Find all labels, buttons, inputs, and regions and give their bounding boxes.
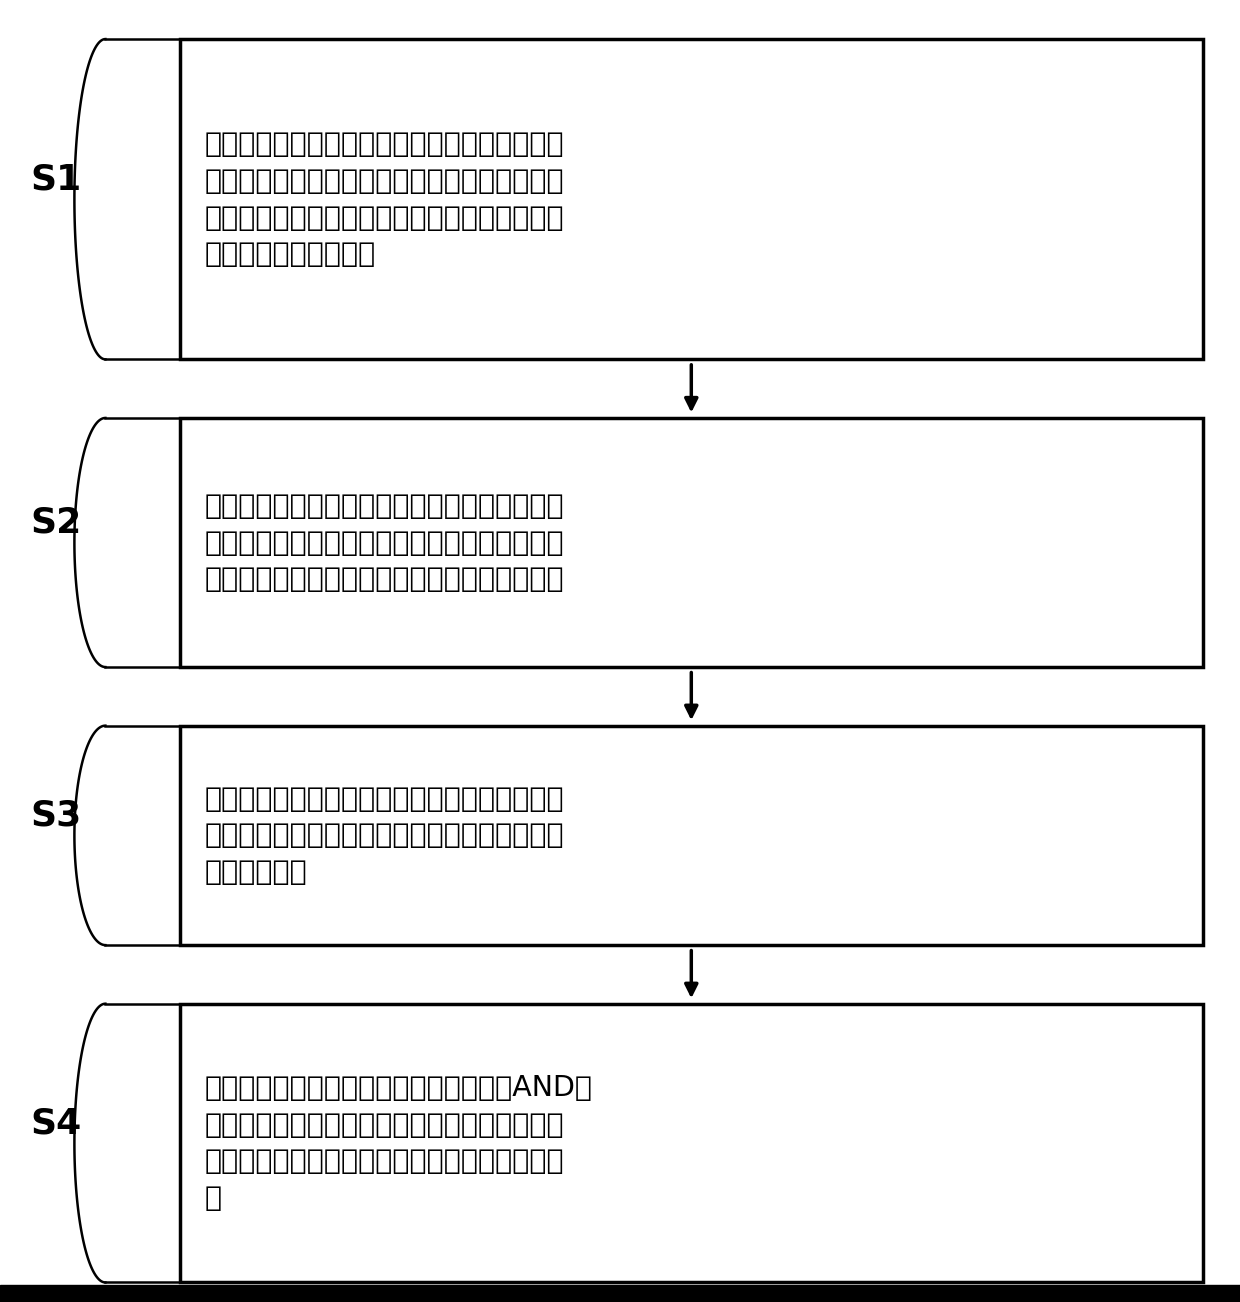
FancyBboxPatch shape xyxy=(180,39,1203,359)
FancyBboxPatch shape xyxy=(180,1004,1203,1282)
Text: 分别对经过图像阈值分割后的图像序列作AND操
作，得到道路平面区域内的二值图，通过分析透
视特性、平行关系，进行道路标线的判定与识别
。: 分别对经过图像阈值分割后的图像序列作AND操 作，得到道路平面区域内的二值图，通… xyxy=(205,1074,593,1212)
Text: S4: S4 xyxy=(30,1107,82,1141)
Text: S2: S2 xyxy=(30,506,82,540)
Text: 采集当前前方道路场景视频流，获取当前帧的图
像数据，对采集到的每一帧图像数据进行逆透视
变换矩阵操作，并结合预先标定参数，得到车辆
前方的正射影像视图；: 采集当前前方道路场景视频流，获取当前帧的图 像数据，对采集到的每一帧图像数据进行… xyxy=(205,130,564,268)
Bar xyxy=(0,1285,1240,1302)
FancyBboxPatch shape xyxy=(180,418,1203,667)
FancyBboxPatch shape xyxy=(180,725,1203,945)
Text: 在经过图像分割之后得到的图像序列之中，通过
对车辆前向可通行区域的求取，判别不同于道路
场景的部分；: 在经过图像分割之后得到的图像序列之中，通过 对车辆前向可通行区域的求取，判别不同… xyxy=(205,785,564,887)
Text: S1: S1 xyxy=(30,163,82,197)
Text: S3: S3 xyxy=(30,799,82,833)
Text: 根据常规车辆行驶方式形成的部分先验知识，约
束当前求解道路分割初始化阈值，通过初始分割
阈值进行图像分割，得到道路场景的序列图像；: 根据常规车辆行驶方式形成的部分先验知识，约 束当前求解道路分割初始化阈值，通过初… xyxy=(205,492,564,594)
